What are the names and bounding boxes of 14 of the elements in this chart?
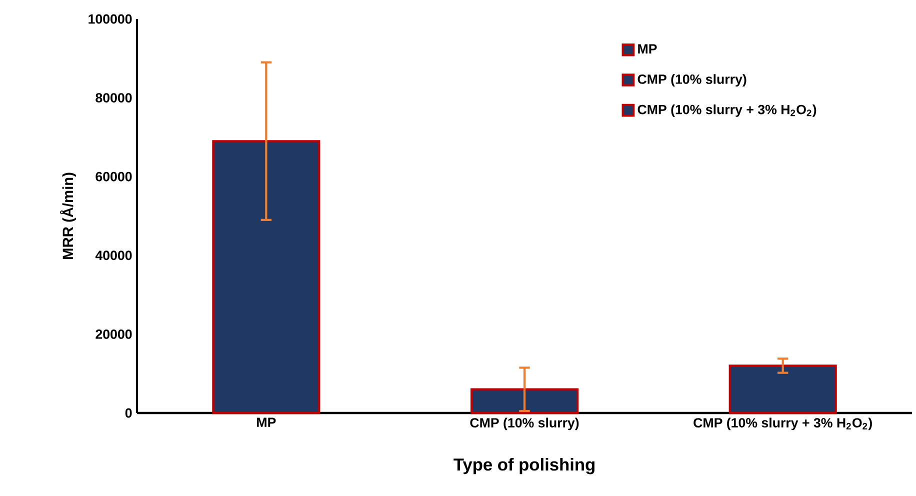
legend-label: CMP (10% slurry) xyxy=(638,74,746,87)
y-tick-label: 40000 xyxy=(95,250,132,260)
x-tick-label: CMP (10% slurry) xyxy=(470,418,579,430)
y-tick-label: 0 xyxy=(125,408,132,418)
y-axis-title: MRR (Å/min) xyxy=(60,172,76,260)
y-tick-label: 80000 xyxy=(96,93,132,103)
legend-label: CMP (10% slurry + 3% H$_{2}$O$_{2}$) xyxy=(638,104,816,117)
y-tick-label: 20000 xyxy=(96,329,132,339)
legend-label: MP xyxy=(638,44,657,54)
y-tick-label: 60000 xyxy=(96,172,132,182)
x-tick-label: CMP (10% slurry + 3% H$_{2}$O$_{2}$) xyxy=(694,418,872,430)
x-tick-label: MP xyxy=(257,418,276,427)
x-axis-title: Type of polishing xyxy=(454,458,594,474)
y-tick-label: 100000 xyxy=(88,14,132,24)
